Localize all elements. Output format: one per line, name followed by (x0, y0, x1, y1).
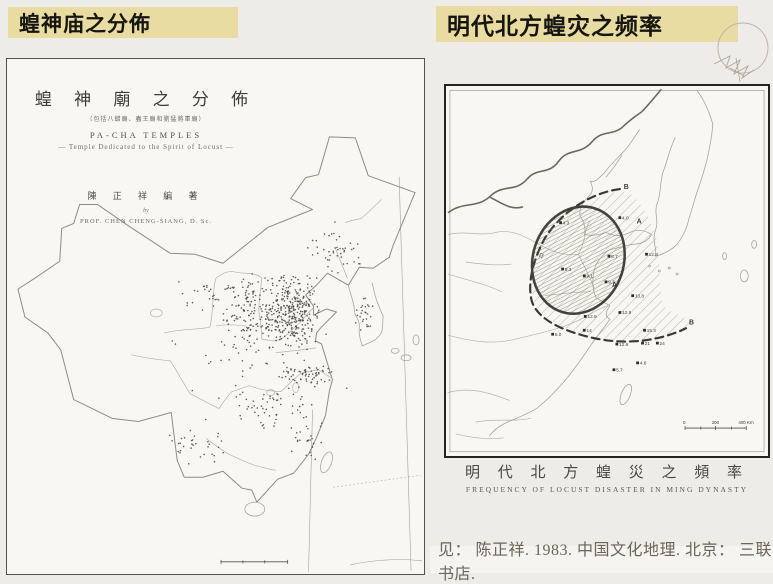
svg-text:4.3: 4.3 (563, 220, 570, 226)
svg-text:5.7: 5.7 (616, 368, 623, 374)
right-map-drawing: B B A A 22 4.3 4.0 9.3 9.1 8.7 9.7 12.8 10.8 12.… (447, 88, 765, 453)
right-scale-bar: 0 200 400 Km (683, 420, 754, 431)
temple-dot-cloud (168, 221, 374, 465)
zone-label-a1: A (637, 219, 642, 226)
right-map-caption-en: FREQUENCY OF LOCUST DISASTER IN MING DYN… (465, 485, 749, 494)
locust-zone-core (530, 205, 626, 315)
svg-text:14: 14 (586, 328, 592, 334)
svg-text:4.6: 4.6 (640, 361, 647, 367)
zone-label-a2: A (612, 282, 617, 289)
svg-text:15.3: 15.3 (647, 328, 657, 334)
svg-text:9.7: 9.7 (608, 280, 615, 286)
left-map-drawing (17, 136, 423, 572)
svg-text:12.6: 12.6 (619, 342, 629, 348)
svg-text:12.9: 12.9 (587, 314, 597, 320)
svg-text:4.0: 4.0 (622, 215, 629, 221)
svg-text:9.1: 9.1 (586, 274, 593, 280)
right-map-caption: 明 代 北 方 蝗 災 之 頻 率 (464, 465, 749, 481)
svg-text:21: 21 (645, 341, 651, 347)
left-map-panel: 蝗 神 廟 之 分 佈 （包括八蜡廟、蟲王廟和劉猛將軍廟） PA-CHA TEM… (6, 58, 425, 575)
svg-text:8.7: 8.7 (611, 254, 618, 260)
svg-text:12.8: 12.8 (649, 252, 659, 258)
source-citation: 见： 陈正祥. 1983. 中国文化地理. 北京： 三联书店. (430, 542, 773, 583)
svg-text:10.8: 10.8 (635, 293, 645, 299)
right-map-caption-block: 明 代 北 方 蝗 災 之 頻 率 FREQUENCY OF LOCUST DI… (444, 461, 770, 494)
zone-label-b2: B (689, 319, 694, 326)
frequency-points: 4.3 4.0 9.3 9.1 8.7 9.7 12.8 10.8 12.9 12.9 14 6.0 1… (551, 215, 666, 374)
locust-zone-boundary (529, 187, 688, 343)
right-map-panel: B B A A 22 4.3 4.0 9.3 9.1 8.7 9.7 12.8 10.8 12.… (444, 84, 770, 458)
svg-text:6.0: 6.0 (555, 332, 562, 338)
svg-text:9.3: 9.3 (565, 267, 572, 273)
scale-zero: 0 (683, 420, 686, 425)
scale-end: 400 Km (738, 420, 754, 425)
zone-label-b1: B (624, 184, 629, 191)
svg-text:24: 24 (660, 341, 666, 347)
right-map-heading: 明代北方蝗灾之频率 (436, 6, 738, 42)
contour-label: 22 (538, 252, 546, 260)
handwritten-mark-icon (713, 22, 769, 83)
scale-mid: 200 (712, 420, 720, 425)
svg-text:12.9: 12.9 (622, 310, 632, 316)
left-map-heading: 蝗神庙之分佈 (8, 7, 238, 38)
left-scale-bar (220, 559, 289, 564)
